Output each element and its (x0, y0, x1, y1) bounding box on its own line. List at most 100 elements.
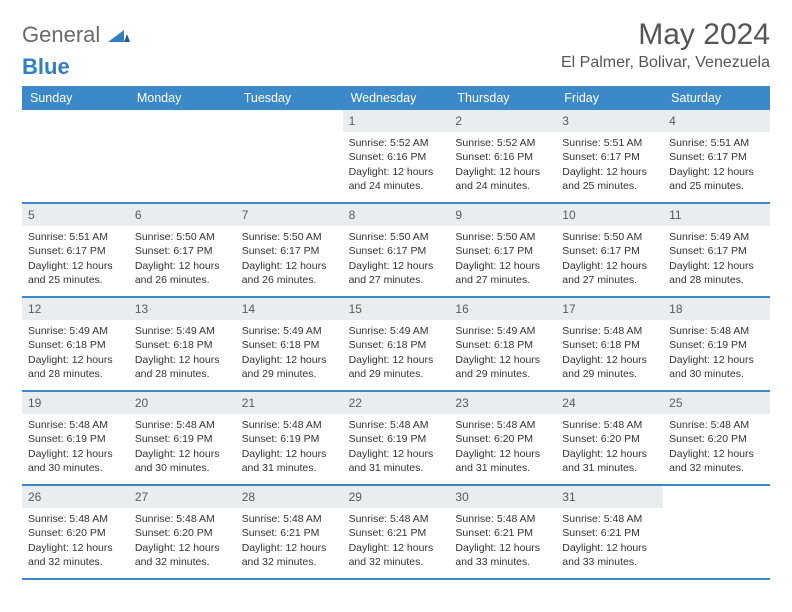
daylight-line: Daylight: 12 hours and 30 minutes. (669, 353, 764, 381)
daylight-line: Daylight: 12 hours and 25 minutes. (28, 259, 123, 287)
day-header-sat: Saturday (663, 86, 770, 110)
calendar-week: 26Sunrise: 5:48 AMSunset: 6:20 PMDayligh… (22, 486, 770, 580)
date-number: 15 (343, 298, 450, 320)
date-number: 2 (449, 110, 556, 132)
sunrise-line: Sunrise: 5:50 AM (349, 230, 444, 244)
sunset-line: Sunset: 6:18 PM (562, 338, 657, 352)
calendar-cell (236, 110, 343, 202)
date-number: 28 (236, 486, 343, 508)
sunset-line: Sunset: 6:17 PM (135, 244, 230, 258)
daylight-line: Daylight: 12 hours and 28 minutes. (669, 259, 764, 287)
logo: General Blue (22, 18, 130, 80)
date-number: 3 (556, 110, 663, 132)
sunrise-line: Sunrise: 5:48 AM (562, 418, 657, 432)
sunrise-line: Sunrise: 5:49 AM (349, 324, 444, 338)
daylight-line: Daylight: 12 hours and 32 minutes. (349, 541, 444, 569)
sunset-line: Sunset: 6:17 PM (562, 150, 657, 164)
sunset-line: Sunset: 6:17 PM (28, 244, 123, 258)
logo-mark-icon (108, 22, 130, 48)
date-number: 7 (236, 204, 343, 226)
sunrise-line: Sunrise: 5:48 AM (562, 512, 657, 526)
date-number: 31 (556, 486, 663, 508)
date-number (129, 110, 236, 132)
calendar-cell: 19Sunrise: 5:48 AMSunset: 6:19 PMDayligh… (22, 392, 129, 484)
calendar-cell: 13Sunrise: 5:49 AMSunset: 6:18 PMDayligh… (129, 298, 236, 390)
date-number (663, 486, 770, 508)
sunrise-line: Sunrise: 5:48 AM (135, 418, 230, 432)
calendar-cell: 17Sunrise: 5:48 AMSunset: 6:18 PMDayligh… (556, 298, 663, 390)
daylight-line: Daylight: 12 hours and 29 minutes. (455, 353, 550, 381)
date-number: 26 (22, 486, 129, 508)
logo-text-general: General (22, 22, 100, 47)
sunset-line: Sunset: 6:21 PM (562, 526, 657, 540)
daylight-line: Daylight: 12 hours and 32 minutes. (28, 541, 123, 569)
calendar-cell: 22Sunrise: 5:48 AMSunset: 6:19 PMDayligh… (343, 392, 450, 484)
title-block: May 2024 El Palmer, Bolivar, Venezuela (561, 18, 770, 72)
sunrise-line: Sunrise: 5:52 AM (455, 136, 550, 150)
date-number: 1 (343, 110, 450, 132)
calendar-cell: 23Sunrise: 5:48 AMSunset: 6:20 PMDayligh… (449, 392, 556, 484)
calendar-cell: 5 Sunrise: 5:51 AMSunset: 6:17 PMDaylight… (22, 204, 129, 296)
date-number: 8 (343, 204, 450, 226)
sunset-line: Sunset: 6:17 PM (669, 150, 764, 164)
calendar-week: 19Sunrise: 5:48 AMSunset: 6:19 PMDayligh… (22, 392, 770, 486)
calendar-cell: 29Sunrise: 5:48 AMSunset: 6:21 PMDayligh… (343, 486, 450, 578)
daylight-line: Daylight: 12 hours and 27 minutes. (562, 259, 657, 287)
sunrise-line: Sunrise: 5:49 AM (135, 324, 230, 338)
date-number: 24 (556, 392, 663, 414)
daylight-line: Daylight: 12 hours and 29 minutes. (562, 353, 657, 381)
calendar-body: 1Sunrise: 5:52 AMSunset: 6:16 PMDaylight… (22, 110, 770, 580)
date-number: 25 (663, 392, 770, 414)
calendar-cell: 26Sunrise: 5:48 AMSunset: 6:20 PMDayligh… (22, 486, 129, 578)
sunrise-line: Sunrise: 5:51 AM (562, 136, 657, 150)
calendar-cell: 6Sunrise: 5:50 AMSunset: 6:17 PMDaylight… (129, 204, 236, 296)
month-title: May 2024 (561, 18, 770, 52)
date-number: 29 (343, 486, 450, 508)
day-header-mon: Monday (129, 86, 236, 110)
date-number: 11 (663, 204, 770, 226)
calendar-cell: 7Sunrise: 5:50 AMSunset: 6:17 PMDaylight… (236, 204, 343, 296)
sunrise-line: Sunrise: 5:50 AM (562, 230, 657, 244)
sunrise-line: Sunrise: 5:48 AM (669, 418, 764, 432)
calendar-cell: 14Sunrise: 5:49 AMSunset: 6:18 PMDayligh… (236, 298, 343, 390)
calendar-cell: 12Sunrise: 5:49 AMSunset: 6:18 PMDayligh… (22, 298, 129, 390)
sunset-line: Sunset: 6:18 PM (349, 338, 444, 352)
daylight-line: Daylight: 12 hours and 31 minutes. (349, 447, 444, 475)
date-number: 9 (449, 204, 556, 226)
calendar-cell (22, 110, 129, 202)
daylight-line: Daylight: 12 hours and 30 minutes. (135, 447, 230, 475)
calendar-cell: 8Sunrise: 5:50 AMSunset: 6:17 PMDaylight… (343, 204, 450, 296)
sunrise-line: Sunrise: 5:48 AM (562, 324, 657, 338)
daylight-line: Daylight: 12 hours and 32 minutes. (135, 541, 230, 569)
sunset-line: Sunset: 6:20 PM (669, 432, 764, 446)
daylight-line: Daylight: 12 hours and 32 minutes. (242, 541, 337, 569)
sunset-line: Sunset: 6:16 PM (455, 150, 550, 164)
sunset-line: Sunset: 6:18 PM (242, 338, 337, 352)
day-header-wed: Wednesday (343, 86, 450, 110)
calendar-cell: 15Sunrise: 5:49 AMSunset: 6:18 PMDayligh… (343, 298, 450, 390)
sunrise-line: Sunrise: 5:48 AM (242, 512, 337, 526)
calendar-cell: 28Sunrise: 5:48 AMSunset: 6:21 PMDayligh… (236, 486, 343, 578)
calendar-cell: 24Sunrise: 5:48 AMSunset: 6:20 PMDayligh… (556, 392, 663, 484)
sunrise-line: Sunrise: 5:50 AM (455, 230, 550, 244)
date-number (22, 110, 129, 132)
calendar-cell: 4Sunrise: 5:51 AMSunset: 6:17 PMDaylight… (663, 110, 770, 202)
calendar-cell: 2Sunrise: 5:52 AMSunset: 6:16 PMDaylight… (449, 110, 556, 202)
sunrise-line: Sunrise: 5:51 AM (669, 136, 764, 150)
date-number (236, 110, 343, 132)
day-header-tue: Tuesday (236, 86, 343, 110)
daylight-line: Daylight: 12 hours and 28 minutes. (28, 353, 123, 381)
sunrise-line: Sunrise: 5:48 AM (28, 418, 123, 432)
calendar-cell: 31Sunrise: 5:48 AMSunset: 6:21 PMDayligh… (556, 486, 663, 578)
daylight-line: Daylight: 12 hours and 28 minutes. (135, 353, 230, 381)
date-number: 10 (556, 204, 663, 226)
sunrise-line: Sunrise: 5:51 AM (28, 230, 123, 244)
calendar-cell: 16Sunrise: 5:49 AMSunset: 6:18 PMDayligh… (449, 298, 556, 390)
sunset-line: Sunset: 6:20 PM (135, 526, 230, 540)
sunset-line: Sunset: 6:16 PM (349, 150, 444, 164)
date-number: 13 (129, 298, 236, 320)
sunset-line: Sunset: 6:21 PM (349, 526, 444, 540)
date-number: 21 (236, 392, 343, 414)
date-number: 5 (22, 204, 129, 226)
date-number: 16 (449, 298, 556, 320)
